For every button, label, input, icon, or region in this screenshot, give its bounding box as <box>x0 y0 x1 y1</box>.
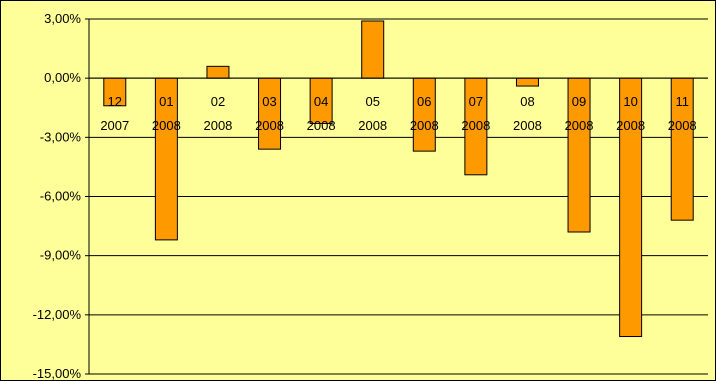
x-tick-label-year: 2008 <box>203 118 232 133</box>
x-tick-label-month: 03 <box>262 94 276 109</box>
x-tick-label-month: 05 <box>365 94 379 109</box>
x-tick-label-month: 09 <box>572 94 586 109</box>
y-tick-label: -6,00% <box>40 189 82 204</box>
x-tick-label-year: 2008 <box>565 118 594 133</box>
x-tick-label-year: 2008 <box>461 118 490 133</box>
x-tick-label-month: 11 <box>675 94 689 109</box>
x-tick-label-month: 07 <box>469 94 483 109</box>
bar-02-2008 <box>206 65 230 79</box>
x-tick-label-month: 04 <box>314 94 328 109</box>
y-tick-label: -15,00% <box>33 366 82 380</box>
x-tick-label-month: 10 <box>623 94 637 109</box>
bar-03-2008 <box>258 77 282 150</box>
bar-06-2008 <box>412 77 436 152</box>
y-tick-label: 3,00% <box>44 11 81 26</box>
x-tick-label-month: 06 <box>417 94 431 109</box>
x-tick-label-year: 2008 <box>668 118 697 133</box>
x-tick-label-year: 2008 <box>358 118 387 133</box>
x-tick-label-year: 2008 <box>616 118 645 133</box>
x-tick-label-year: 2008 <box>307 118 336 133</box>
x-tick-label-year: 2008 <box>152 118 181 133</box>
x-tick-label-month: 02 <box>211 94 225 109</box>
x-tick-label-year: 2008 <box>410 118 439 133</box>
bar-08-2008 <box>515 77 539 87</box>
y-tick-label: -12,00% <box>33 307 82 322</box>
bar-10-2008 <box>619 77 643 338</box>
x-tick-label-month: 01 <box>159 94 173 109</box>
x-tick-label-year: 2007 <box>100 118 129 133</box>
x-tick-label-month: 12 <box>108 94 122 109</box>
y-tick-label: -3,00% <box>40 129 82 144</box>
bar-05-2008 <box>361 20 385 79</box>
y-tick-label: -9,00% <box>40 248 82 263</box>
y-tick-label: 0,00% <box>44 70 81 85</box>
x-tick-label-year: 2008 <box>255 118 284 133</box>
x-tick-label-month: 08 <box>520 94 534 109</box>
x-tick-label-year: 2008 <box>513 118 542 133</box>
